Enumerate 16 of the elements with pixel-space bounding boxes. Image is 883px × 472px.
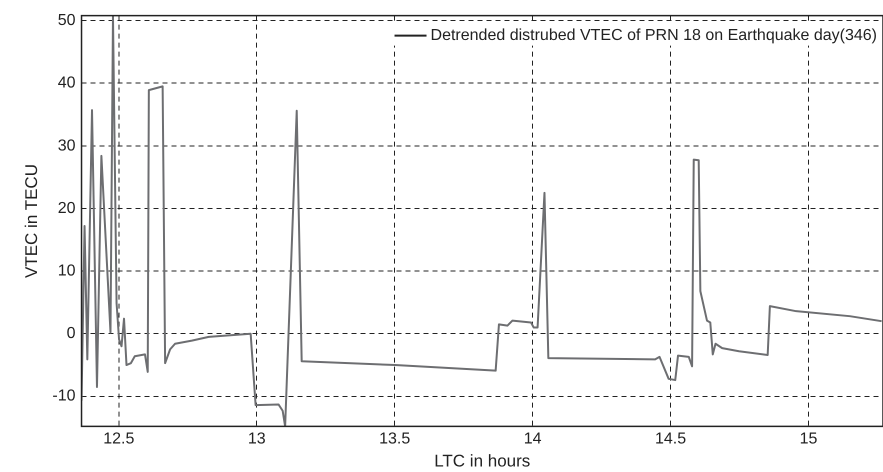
y-tick-label: 50 bbox=[58, 12, 76, 30]
x-tick-label: 14.5 bbox=[654, 430, 686, 448]
y-tick-label: 0 bbox=[66, 325, 76, 342]
x-axis-title: LTC in hours bbox=[434, 451, 530, 470]
text: Detrended distrubed VTEC of PRN 18 on Earthquake day(346) bbox=[430, 27, 878, 44]
y-axis-title: VTEC in TECU bbox=[22, 164, 41, 278]
y-tick-label: 30 bbox=[58, 137, 76, 154]
y-tick-label: -10 bbox=[52, 388, 76, 405]
x-tick-label: 13.5 bbox=[379, 430, 410, 448]
y-tick-label: 20 bbox=[58, 200, 76, 217]
x-tick-label: 15 bbox=[800, 430, 818, 448]
y-tick-label: 40 bbox=[58, 74, 76, 92]
x-tick-label: 13 bbox=[248, 430, 266, 448]
x-tick-label: 14 bbox=[524, 430, 542, 448]
y-tick-label: 10 bbox=[58, 262, 76, 280]
x-tick-label: 12.5 bbox=[103, 430, 134, 448]
